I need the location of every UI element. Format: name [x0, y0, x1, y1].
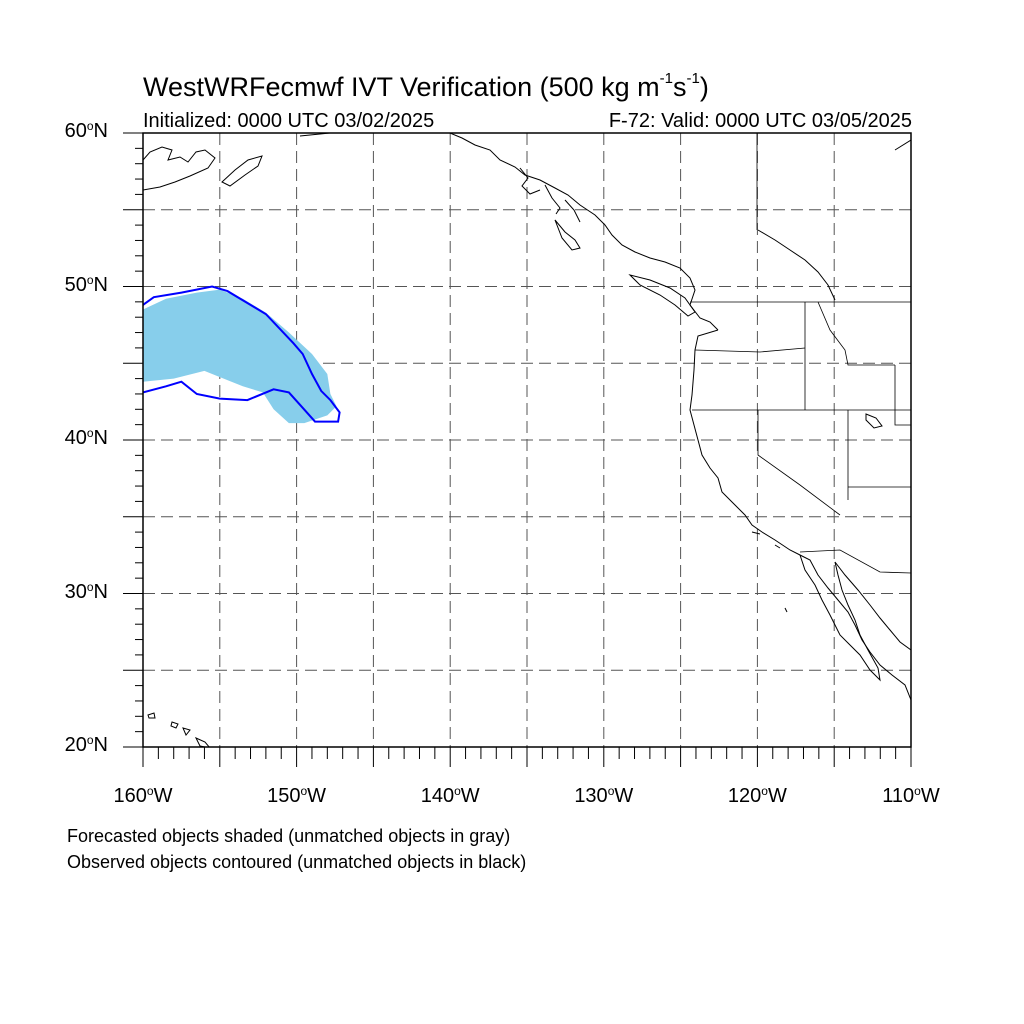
kenai-coast: [221, 155, 263, 187]
channel-islands: [751, 531, 788, 613]
axis-ticks: [123, 132, 912, 767]
great-salt-lake: [865, 413, 883, 429]
lon-label: 160oW: [113, 784, 173, 807]
baja-peninsula: [799, 554, 881, 682]
observed-note: Observed objects contoured (unmatched ob…: [67, 852, 527, 872]
wa-or-border: [694, 347, 806, 353]
valid-time: F-72: Valid: 0000 UTC 03/05/2025: [608, 110, 912, 132]
initialized-time: Initialized: 0000 UTC 03/02/2025: [143, 110, 435, 132]
lon-label: 140oW: [420, 784, 480, 807]
lat-label: 60oN: [64, 119, 108, 142]
coastlines: [143, 133, 911, 747]
lat-label: 50oN: [64, 272, 108, 296]
lon-label: 110oW: [882, 784, 940, 807]
lat-label: 30oN: [64, 579, 108, 603]
islands-north: [519, 167, 581, 251]
map-title: WestWRFecmwf IVT Verification (500 kg m-…: [143, 70, 709, 102]
us-west-coastline: [689, 329, 911, 701]
observed-ivt-contour: [143, 285, 341, 423]
lon-label: 130oW: [574, 784, 634, 807]
lon-label: 120oW: [727, 784, 787, 807]
lat-label: 20oN: [64, 733, 108, 756]
ca-nv-border: [757, 410, 841, 516]
alaska-coastline: [143, 146, 216, 191]
plot-frame: [142, 132, 912, 748]
vancouver-island: [628, 274, 696, 317]
graticule: [143, 133, 911, 747]
hawaii-islands: [147, 712, 210, 747]
political-borders: [690, 133, 911, 574]
id-mt-border: [817, 301, 895, 366]
lon-label: 150oW: [267, 784, 327, 807]
wy-border: [894, 365, 911, 426]
gulf-california-east: [834, 561, 911, 651]
hudson-east: [894, 139, 911, 151]
forecast-ivt-object: [143, 289, 337, 424]
lat-label: 40oN: [64, 426, 108, 449]
panhandle-coastline: [449, 133, 719, 331]
us-mexico-border: [799, 549, 911, 574]
forecast-note: Forecasted objects shaded (unmatched obj…: [67, 826, 511, 846]
canada-interior-line: [757, 229, 836, 301]
